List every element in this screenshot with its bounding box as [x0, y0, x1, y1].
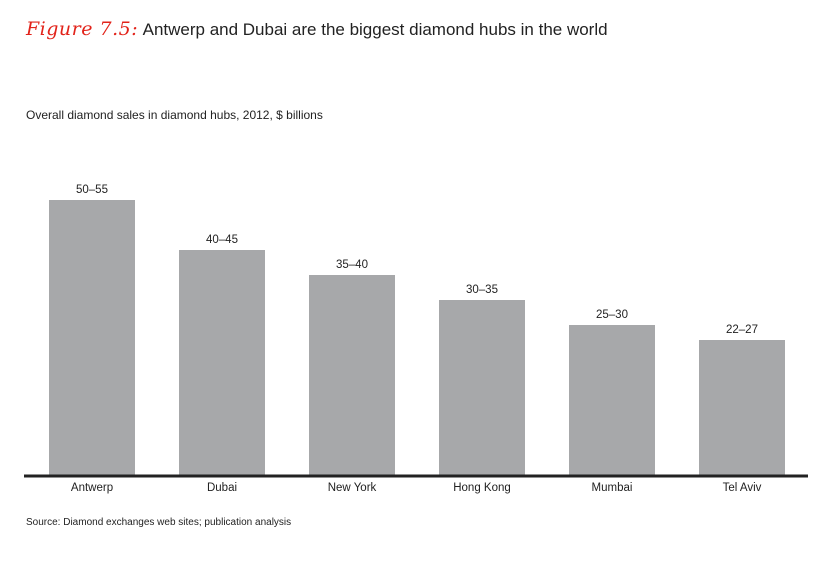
value-label: 30–35: [466, 284, 498, 296]
bar-hong-kong: [439, 300, 525, 475]
value-label: 22–27: [726, 324, 758, 336]
chart-subtitle: Overall diamond sales in diamond hubs, 2…: [26, 108, 323, 122]
bar-tel-aviv: [699, 340, 785, 475]
value-label: 25–30: [596, 309, 628, 321]
figure-title: Figure 7.5: Antwerp and Dubai are the bi…: [26, 18, 608, 40]
category-label: Mumbai: [592, 482, 633, 494]
category-label: Dubai: [207, 482, 237, 494]
figure-number: Figure 7.5:: [26, 18, 139, 40]
value-label: 40–45: [206, 234, 238, 246]
value-label: 35–40: [336, 259, 368, 271]
category-label: New York: [328, 482, 377, 494]
category-label: Antwerp: [71, 482, 113, 494]
bar-new-york: [309, 275, 395, 475]
category-label: Hong Kong: [453, 482, 511, 494]
category-label: Tel Aviv: [723, 482, 762, 494]
source-note: Source: Diamond exchanges web sites; pub…: [26, 517, 292, 528]
value-label: 50–55: [76, 184, 108, 196]
figure-title-text: Antwerp and Dubai are the biggest diamon…: [142, 20, 608, 39]
bar-antwerp: [49, 200, 135, 475]
bar-mumbai: [569, 325, 655, 475]
bar-dubai: [179, 250, 265, 475]
